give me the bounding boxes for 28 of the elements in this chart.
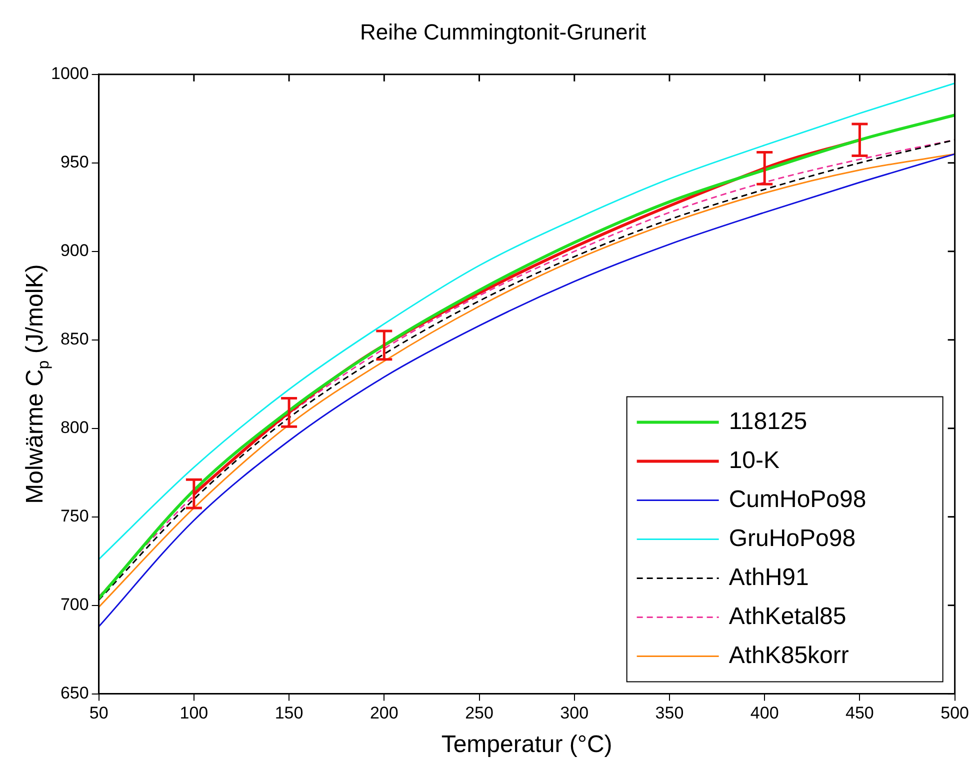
y-tick-label: 900: [60, 241, 89, 260]
x-tick-label: 100: [180, 704, 208, 723]
x-tick-label: 50: [89, 704, 108, 723]
x-tick-label: 200: [370, 704, 398, 723]
legend-label: GruHoPo98: [728, 524, 856, 552]
x-axis-title: Temperatur (°C): [441, 731, 612, 758]
y-tick-label: 850: [60, 330, 89, 349]
legend-label: CumHoPo98: [728, 486, 866, 513]
y-tick-label: 650: [60, 683, 89, 702]
x-tick-label: 400: [750, 704, 779, 723]
x-tick-label: 250: [465, 704, 494, 723]
y-tick-label: 950: [60, 152, 89, 172]
x-tick-label: 500: [940, 704, 970, 723]
legend-label: 118125: [728, 408, 808, 435]
y-tick-label: 1000: [50, 64, 89, 84]
y-tick-label: 800: [60, 418, 89, 438]
legend-label: AthH91: [728, 564, 809, 591]
x-tick-label: 350: [655, 704, 684, 723]
x-tick-label: 300: [560, 704, 589, 723]
y-axis-title: Molwärme Cp (J/molK): [22, 264, 52, 504]
legend-label: 10-K: [728, 446, 780, 474]
y-tick-label: 700: [60, 595, 89, 614]
x-tick-label: 450: [846, 704, 874, 723]
legend-label: AthK85korr: [728, 642, 849, 669]
y-tick-label: 750: [60, 506, 89, 526]
x-tick-label: 150: [274, 704, 304, 723]
legend-label: AthKetal85: [728, 602, 846, 630]
chart-title: Reihe Cummingtonit-Grunerit: [360, 19, 646, 44]
